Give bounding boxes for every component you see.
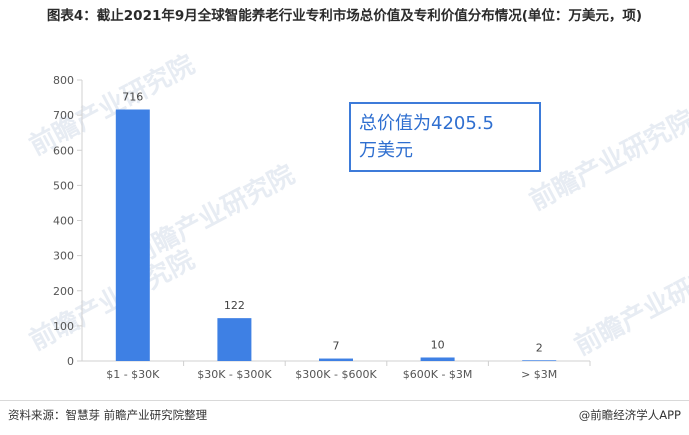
x-tick-label: $600K - $3M bbox=[403, 368, 473, 381]
y-tick-label: 700 bbox=[53, 109, 74, 122]
bar bbox=[217, 318, 252, 361]
y-tick-label: 500 bbox=[53, 179, 74, 192]
total-value-callout: 总价值为4205.5 万美元 bbox=[349, 102, 541, 172]
y-tick-label: 100 bbox=[53, 320, 74, 333]
y-tick-label: 400 bbox=[53, 215, 74, 228]
bar bbox=[522, 360, 557, 361]
bar-chart: 0 100 200 300 400 500 600 700 800 716 $1 - $30K 122… bbox=[53, 74, 591, 381]
x-tick-label: $300K - $600K bbox=[295, 368, 377, 381]
brand-label: @前瞻经济学人APP bbox=[578, 408, 681, 422]
y-tick-label: 0 bbox=[67, 355, 74, 368]
bar-value-label: 2 bbox=[536, 341, 543, 354]
bar bbox=[319, 358, 353, 361]
source-note: 资料来源：智慧芽 前瞻产业研究院整理 bbox=[8, 408, 208, 422]
bar-value-label: 122 bbox=[224, 299, 245, 312]
x-tick-label: > $3M bbox=[521, 368, 557, 381]
bar bbox=[420, 357, 455, 361]
footer: 资料来源：智慧芽 前瞻产业研究院整理 @前瞻经济学人APP bbox=[0, 400, 689, 435]
bar bbox=[115, 109, 150, 361]
x-tick-label: $30K - $300K bbox=[197, 368, 272, 381]
bar-value-label: 7 bbox=[333, 340, 340, 353]
bar-value-label: 716 bbox=[122, 91, 143, 104]
bar-value-label: 10 bbox=[431, 338, 445, 351]
y-tick-label: 600 bbox=[53, 144, 74, 157]
y-tick-label: 200 bbox=[53, 285, 74, 298]
y-tick-label: 300 bbox=[53, 250, 74, 263]
chart-title: 图表4：截止2021年9月全球智能养老行业专利市场总价值及专利价值分布情况(单位… bbox=[46, 8, 643, 24]
y-tick-label: 800 bbox=[53, 74, 74, 87]
x-tick-label: $1 - $30K bbox=[106, 368, 160, 381]
